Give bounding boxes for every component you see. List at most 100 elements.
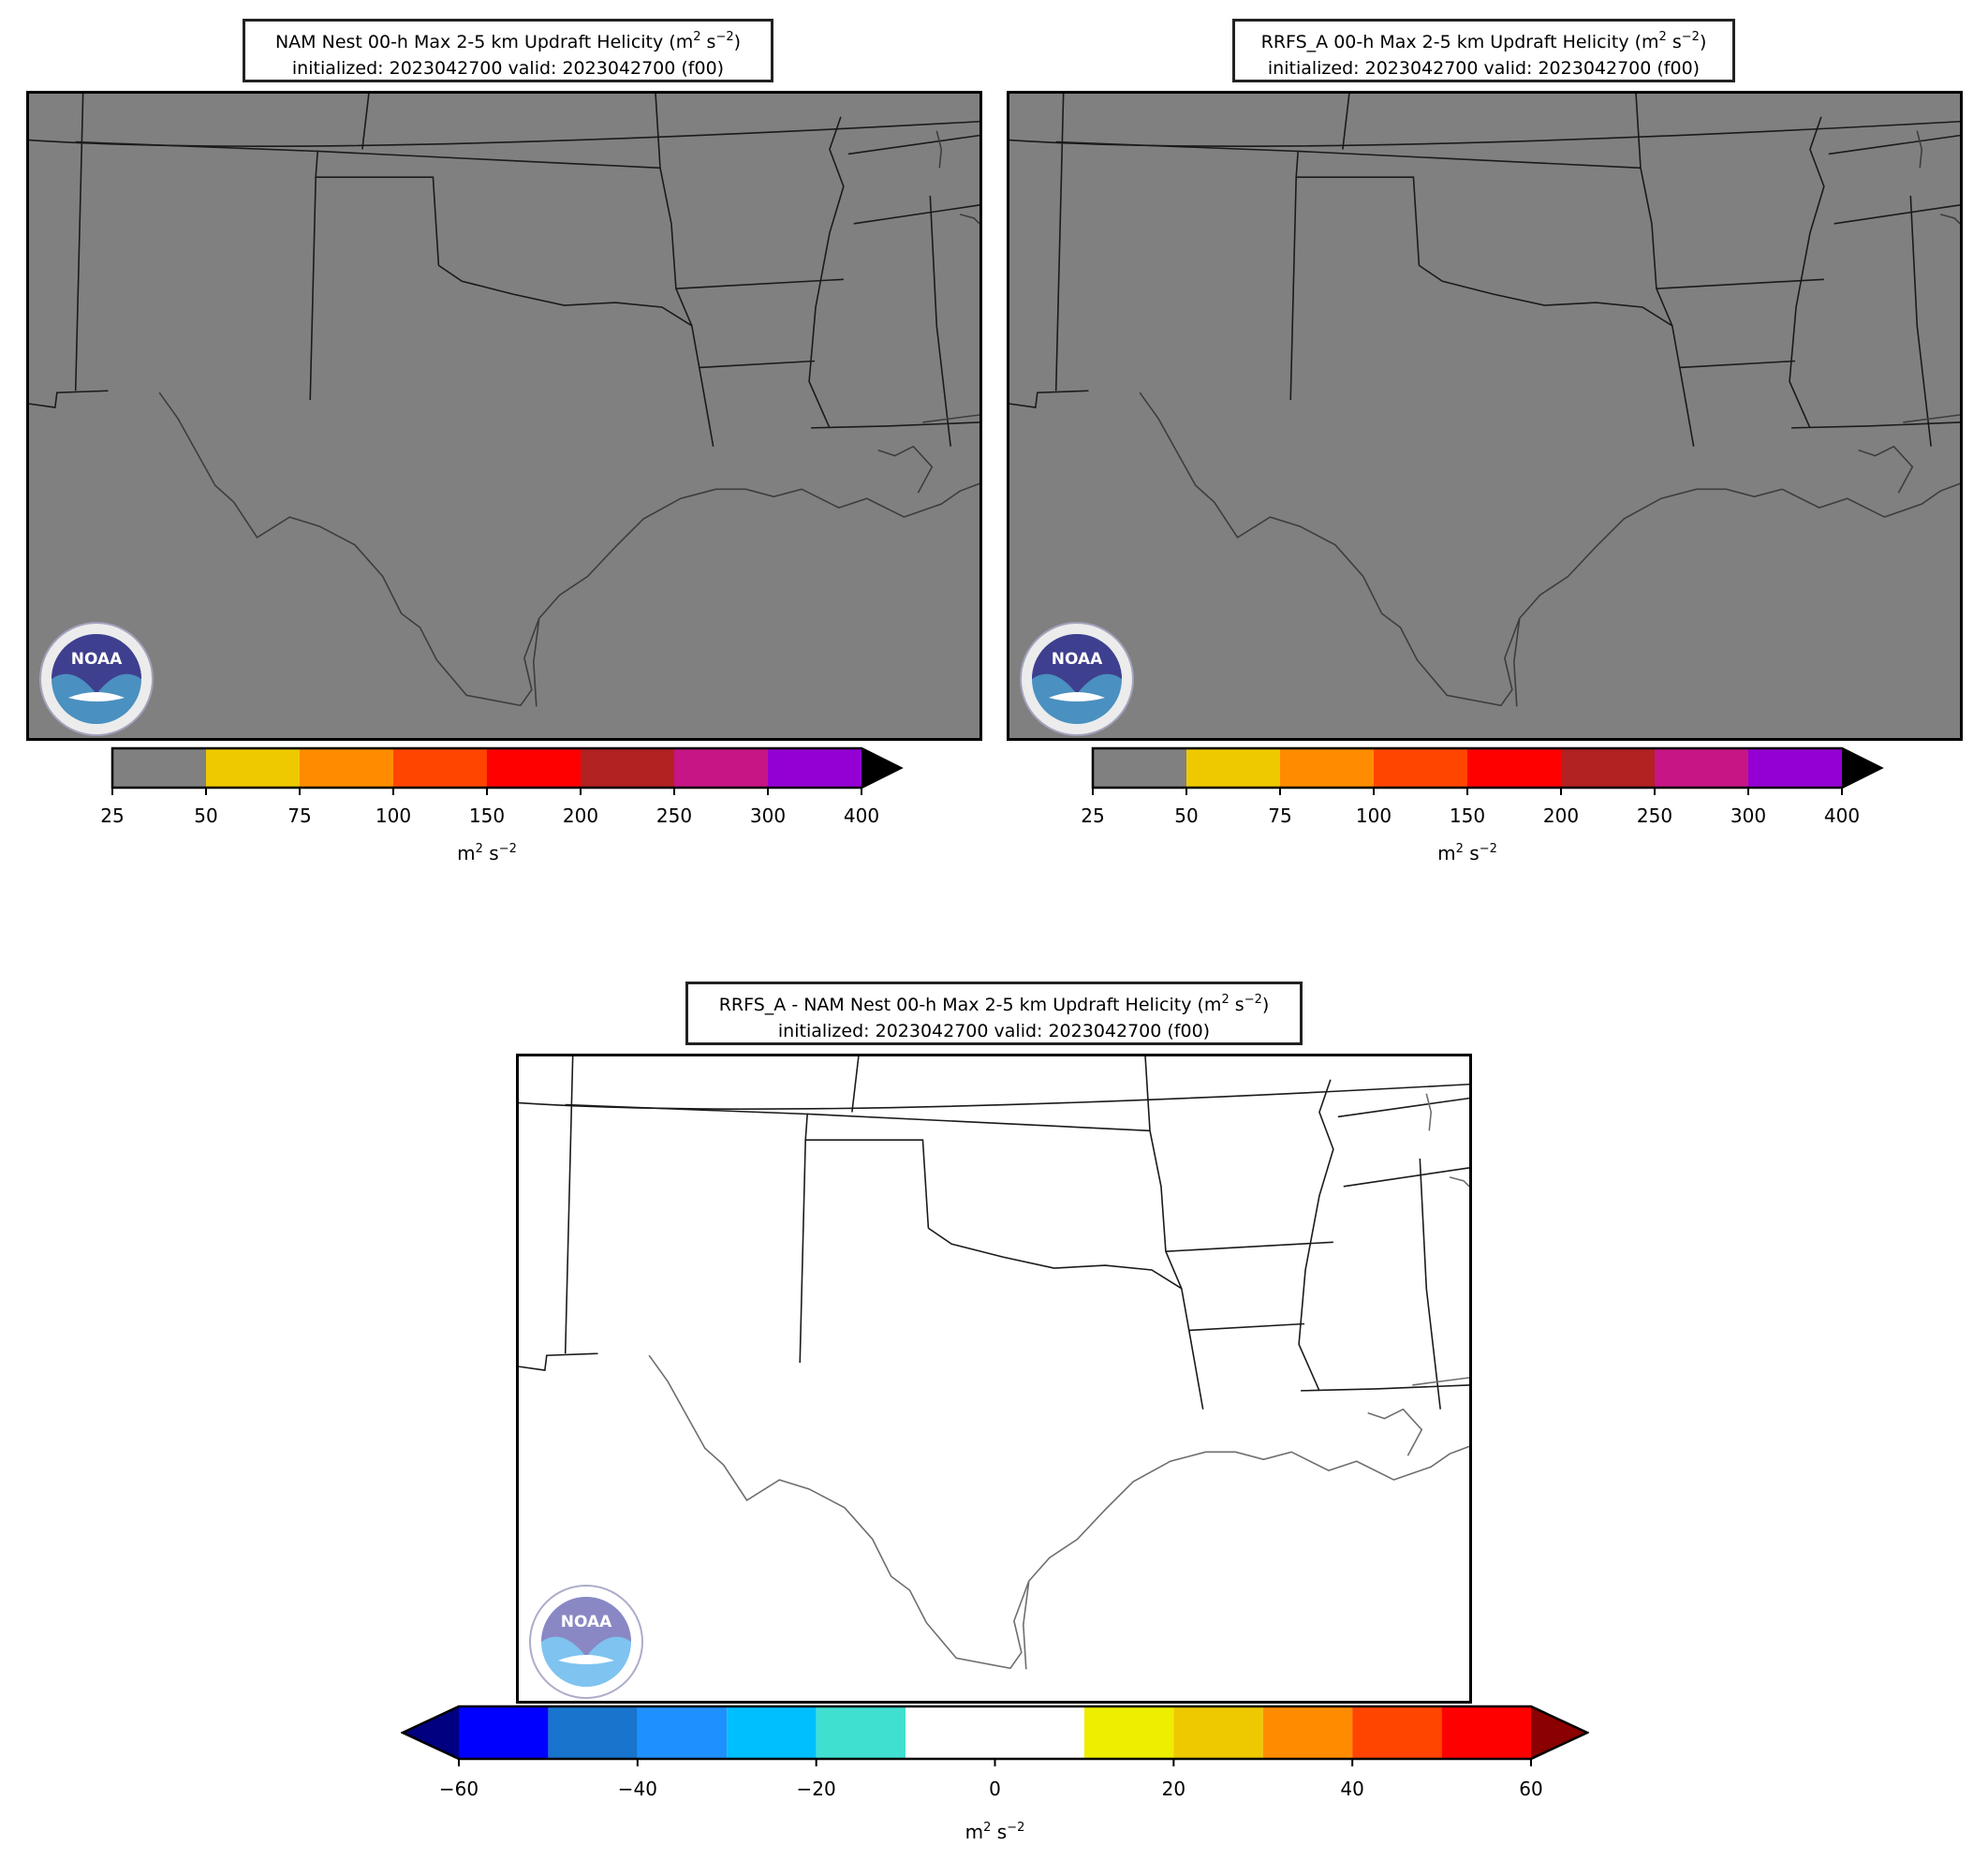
colorbar-segment xyxy=(300,748,393,788)
svg-text:NOAA: NOAA xyxy=(1052,650,1103,669)
nam-title: NAM Nest 00-h Max 2-5 km Updraft Helicit… xyxy=(243,19,773,82)
colorbar-tick-label: 400 xyxy=(1823,805,1861,827)
rrfs-title: RRFS_A 00-h Max 2-5 km Updraft Helicity … xyxy=(1232,19,1735,82)
colorbar-segment xyxy=(1467,748,1561,788)
state-border xyxy=(75,140,440,266)
state-border xyxy=(1791,421,1960,429)
coastline xyxy=(877,445,934,494)
colorbar-segment xyxy=(906,1706,995,1759)
coastline xyxy=(1425,1093,1433,1131)
state-border xyxy=(1418,264,1673,327)
coastline xyxy=(533,618,540,707)
colorbar-tick-label: 25 xyxy=(1081,805,1105,827)
colorbar-segment xyxy=(393,748,487,788)
colorbar-tick-label: 200 xyxy=(1542,805,1580,827)
coastline xyxy=(959,214,979,225)
state-border xyxy=(1828,134,1960,155)
state-border xyxy=(847,134,979,155)
state-border xyxy=(655,94,661,169)
nam-colorbar: 25 50 75 100 150 200 250 300 400 m2 s−2 xyxy=(100,746,944,864)
state-border xyxy=(309,177,317,401)
svg-text:NOAA: NOAA xyxy=(71,650,123,669)
colorbar-unit-label: m2 s−2 xyxy=(965,1821,1025,1843)
state-border xyxy=(1054,94,1065,391)
colorbar-tick-label: 100 xyxy=(1355,805,1392,827)
colorbar-segment xyxy=(1748,748,1842,788)
state-border xyxy=(1289,177,1297,401)
colorbar-segment xyxy=(487,748,581,788)
colorbar-unit-label: m2 s−2 xyxy=(1437,842,1497,864)
colorbar-segment xyxy=(994,1706,1084,1759)
state-border xyxy=(927,1227,1183,1290)
state-border xyxy=(1149,1130,1204,1410)
colorbar-extend-arrow xyxy=(861,748,901,788)
noaa-logo-icon: NOAA xyxy=(1011,621,1142,737)
colorbar-tick-label: 75 xyxy=(1268,805,1292,827)
diff-title: RRFS_A - NAM Nest 00-h Max 2-5 km Updraf… xyxy=(685,982,1303,1045)
colorbar-tick-label: 25 xyxy=(100,805,125,827)
rrfs-colorbar: 25 50 75 100 150 200 250 300 400 m2 s−2 xyxy=(1081,746,1924,864)
coastline xyxy=(1939,214,1960,225)
state-border xyxy=(811,421,979,429)
rrfs-map-boundaries xyxy=(1009,94,1960,707)
coastline xyxy=(922,414,979,423)
state-border xyxy=(29,390,109,408)
colorbar-segment xyxy=(1083,1706,1174,1759)
colorbar-tick-label: 250 xyxy=(655,805,693,827)
coastline xyxy=(1449,1176,1469,1188)
state-border xyxy=(437,264,693,327)
state-border xyxy=(361,94,370,150)
nam-map[interactable]: NOAA xyxy=(26,91,982,741)
colorbar-tick-label: 40 xyxy=(1340,1778,1364,1800)
coastline xyxy=(1139,391,1960,707)
state-border xyxy=(1009,390,1089,408)
coastline xyxy=(1412,1377,1469,1386)
colorbar-tick-label: 300 xyxy=(749,805,787,827)
state-border xyxy=(1833,204,1960,225)
colorbar-segment xyxy=(1655,748,1748,788)
state-border xyxy=(565,1103,930,1229)
state-border xyxy=(1144,1056,1151,1131)
state-border xyxy=(659,168,714,447)
rrfs-map[interactable]: NOAA xyxy=(1007,91,1963,741)
state-border xyxy=(1301,1384,1469,1392)
colorbar-segment xyxy=(1173,1706,1263,1759)
colorbar-tick-label: 300 xyxy=(1730,805,1767,827)
colorbar-tick-label: 75 xyxy=(287,805,312,827)
state-border xyxy=(699,360,816,369)
colorbar-tick-label: 200 xyxy=(562,805,599,827)
coastline xyxy=(1367,1408,1423,1456)
colorbar-tick-label: 150 xyxy=(468,805,506,827)
state-border xyxy=(851,1056,860,1113)
state-border xyxy=(1419,1159,1441,1410)
diff-map[interactable]: NOAA xyxy=(516,1054,1472,1704)
colorbar-segment xyxy=(1093,748,1186,788)
state-border xyxy=(1656,278,1824,289)
colorbar-segment xyxy=(581,748,674,788)
state-border xyxy=(1165,1241,1333,1252)
colorbar-segment xyxy=(727,1706,817,1759)
state-border xyxy=(1298,1079,1334,1392)
state-border xyxy=(1635,94,1642,169)
state-border xyxy=(1188,1322,1305,1332)
state-border xyxy=(317,150,661,170)
noaa-logo-icon: NOAA xyxy=(521,1584,652,1700)
diff-map-boundaries xyxy=(519,1056,1469,1670)
state-border xyxy=(74,94,84,391)
coastline xyxy=(1903,414,1960,423)
noaa-logo-icon: NOAA xyxy=(31,621,162,737)
state-border xyxy=(807,1113,1151,1132)
colorbar-segment xyxy=(459,1706,549,1759)
colorbar-tick-label: 20 xyxy=(1161,1778,1186,1800)
colorbar-unit-label: m2 s−2 xyxy=(457,842,517,864)
state-border xyxy=(519,1352,598,1371)
colorbar-tick-label: 60 xyxy=(1519,1778,1543,1800)
colorbar-tick-label: 0 xyxy=(989,1778,1001,1800)
colorbar-extend-low-arrow xyxy=(403,1706,459,1759)
nam-map-boundaries xyxy=(29,94,979,707)
colorbar-segment xyxy=(1561,748,1655,788)
colorbar-tick-label: 150 xyxy=(1449,805,1486,827)
svg-text:NOAA: NOAA xyxy=(561,1613,612,1631)
state-border xyxy=(929,196,951,447)
colorbar-segment xyxy=(1374,748,1467,788)
